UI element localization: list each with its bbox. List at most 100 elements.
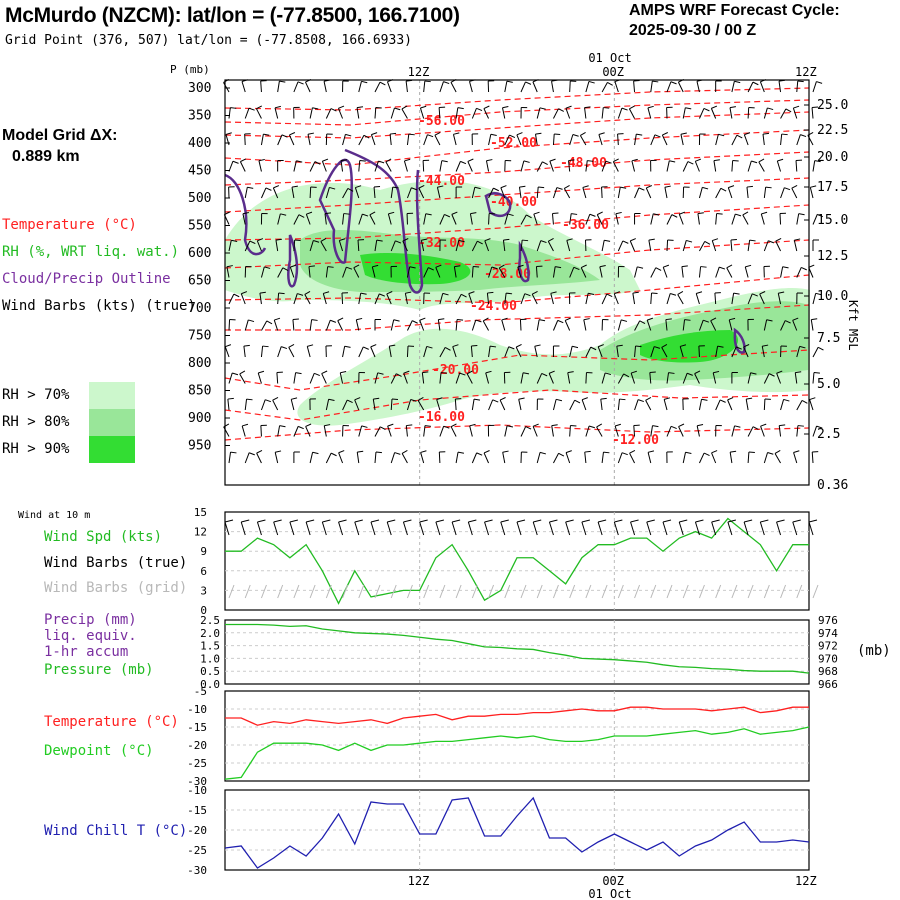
wind-barb — [698, 133, 706, 146]
surface-wind-barb — [224, 521, 230, 536]
wind-barb — [374, 239, 383, 252]
surface-wind-barb — [402, 521, 408, 536]
wind-barb — [309, 107, 319, 119]
wind-barb — [437, 318, 445, 331]
wind-speed-tick: 3 — [200, 584, 207, 597]
wind-barb — [439, 213, 451, 225]
wind-barb — [390, 452, 401, 464]
wind-barb — [386, 291, 393, 305]
grid-point-subtitle: Grid Point (376, 507) lat/lon = (-77.850… — [5, 33, 412, 48]
wind-barb — [483, 105, 490, 119]
wind-barb — [617, 266, 625, 278]
wind-barb — [420, 238, 428, 252]
wind-barb — [293, 81, 304, 93]
wind-barb — [471, 133, 479, 146]
height-tick-label: 2.5 — [817, 427, 840, 442]
grid-wind-barb — [423, 584, 430, 599]
wind-barb — [699, 240, 711, 252]
wind-barb — [228, 293, 240, 305]
wind-barb — [293, 425, 304, 437]
wind-barb — [731, 346, 742, 358]
wind-barb — [662, 264, 670, 278]
wind-barb — [633, 424, 640, 437]
wind-barb — [370, 344, 377, 358]
legend-rh90-swatch — [89, 436, 135, 463]
wind-speed-tick: 15 — [194, 506, 207, 519]
wind-barb — [293, 293, 304, 305]
wind-barb — [678, 211, 686, 225]
surface-wind-barb — [516, 521, 522, 536]
wind-barb — [810, 318, 818, 331]
wind-barb — [390, 398, 399, 411]
top-time-tick: 12Z — [408, 65, 430, 79]
wind-barb — [535, 132, 542, 146]
wind-barb — [450, 79, 457, 93]
wind-barb — [745, 397, 753, 411]
sfc-temperature-label: Temperature (°C) — [44, 714, 179, 730]
wind-barb — [780, 320, 791, 331]
pressure-tick-label: 850 — [188, 384, 211, 399]
forecast-cycle-label: AMPS WRF Forecast Cycle: — [629, 2, 840, 19]
surface-wind-barb — [419, 521, 425, 536]
wind-barb — [423, 292, 431, 305]
wind-speed-line — [225, 517, 809, 605]
wind-barb — [356, 450, 364, 464]
wind-barb — [401, 105, 408, 119]
wind-barb — [390, 319, 400, 331]
wind-barb — [552, 108, 565, 119]
wind-barb — [451, 211, 458, 225]
wind-barb — [710, 317, 717, 331]
wind-barb — [563, 185, 571, 199]
wind-barb — [666, 239, 674, 252]
wind-barb — [502, 106, 509, 119]
wind-barb — [711, 450, 718, 464]
wind-barb — [645, 185, 652, 199]
wind-barb — [666, 81, 677, 93]
wind-barb — [617, 186, 627, 199]
wind-barb — [715, 187, 727, 199]
legend-rh80-swatch — [89, 409, 135, 436]
wind-barb — [520, 81, 532, 93]
wind-barb — [450, 423, 457, 437]
surface-wind-barb-feather — [760, 519, 769, 523]
pressure-tick-label: 600 — [188, 246, 211, 261]
top-date-label: 01 Oct — [588, 51, 631, 65]
wind-barb — [747, 81, 759, 93]
legend-rh: RH (%, WRT liq. wat.) — [2, 244, 180, 260]
isotherm-line — [224, 239, 810, 269]
wind-barb — [633, 80, 640, 93]
wind-barb — [778, 79, 786, 93]
wind-barb — [569, 134, 579, 146]
wind-barb — [373, 186, 381, 199]
legend-wind-barbs: Wind Barbs (kts) (true) — [2, 298, 196, 314]
wind-barb — [647, 105, 654, 119]
wind-barb — [423, 345, 433, 358]
wind-barb — [634, 187, 645, 199]
wind-barb — [663, 397, 671, 411]
wind-barb — [390, 265, 398, 278]
station-title: McMurdo (NZCM): lat/lon = (-77.8500, 166… — [5, 4, 460, 27]
wind-barb — [666, 372, 675, 384]
wind-panel-border — [224, 511, 810, 611]
wind-barb — [531, 291, 538, 305]
precip-label: Precip (mm) — [44, 612, 137, 628]
wind-barb — [567, 371, 574, 384]
grid-wind-barb — [277, 584, 284, 599]
height-tick-label: 15.0 — [817, 213, 848, 228]
wind-barb — [715, 399, 726, 411]
wind-barb — [439, 425, 450, 437]
wind-barb — [634, 133, 643, 146]
wind-barb — [223, 79, 230, 93]
height-tick-label: 5.0 — [817, 377, 840, 392]
grid-wind-barb — [666, 584, 673, 599]
forecast-cycle-date: 2025-09-30 / 00 Z — [629, 22, 757, 39]
surface-wind-barb — [646, 521, 652, 536]
wind-barb — [339, 371, 347, 384]
grid-wind-barb — [569, 584, 576, 599]
wind-barb — [257, 370, 265, 384]
wind-barb — [406, 212, 414, 225]
wind-barb — [241, 423, 249, 437]
wind-barb — [370, 132, 378, 146]
wind-barb — [758, 158, 765, 172]
wind-barb — [778, 424, 786, 437]
